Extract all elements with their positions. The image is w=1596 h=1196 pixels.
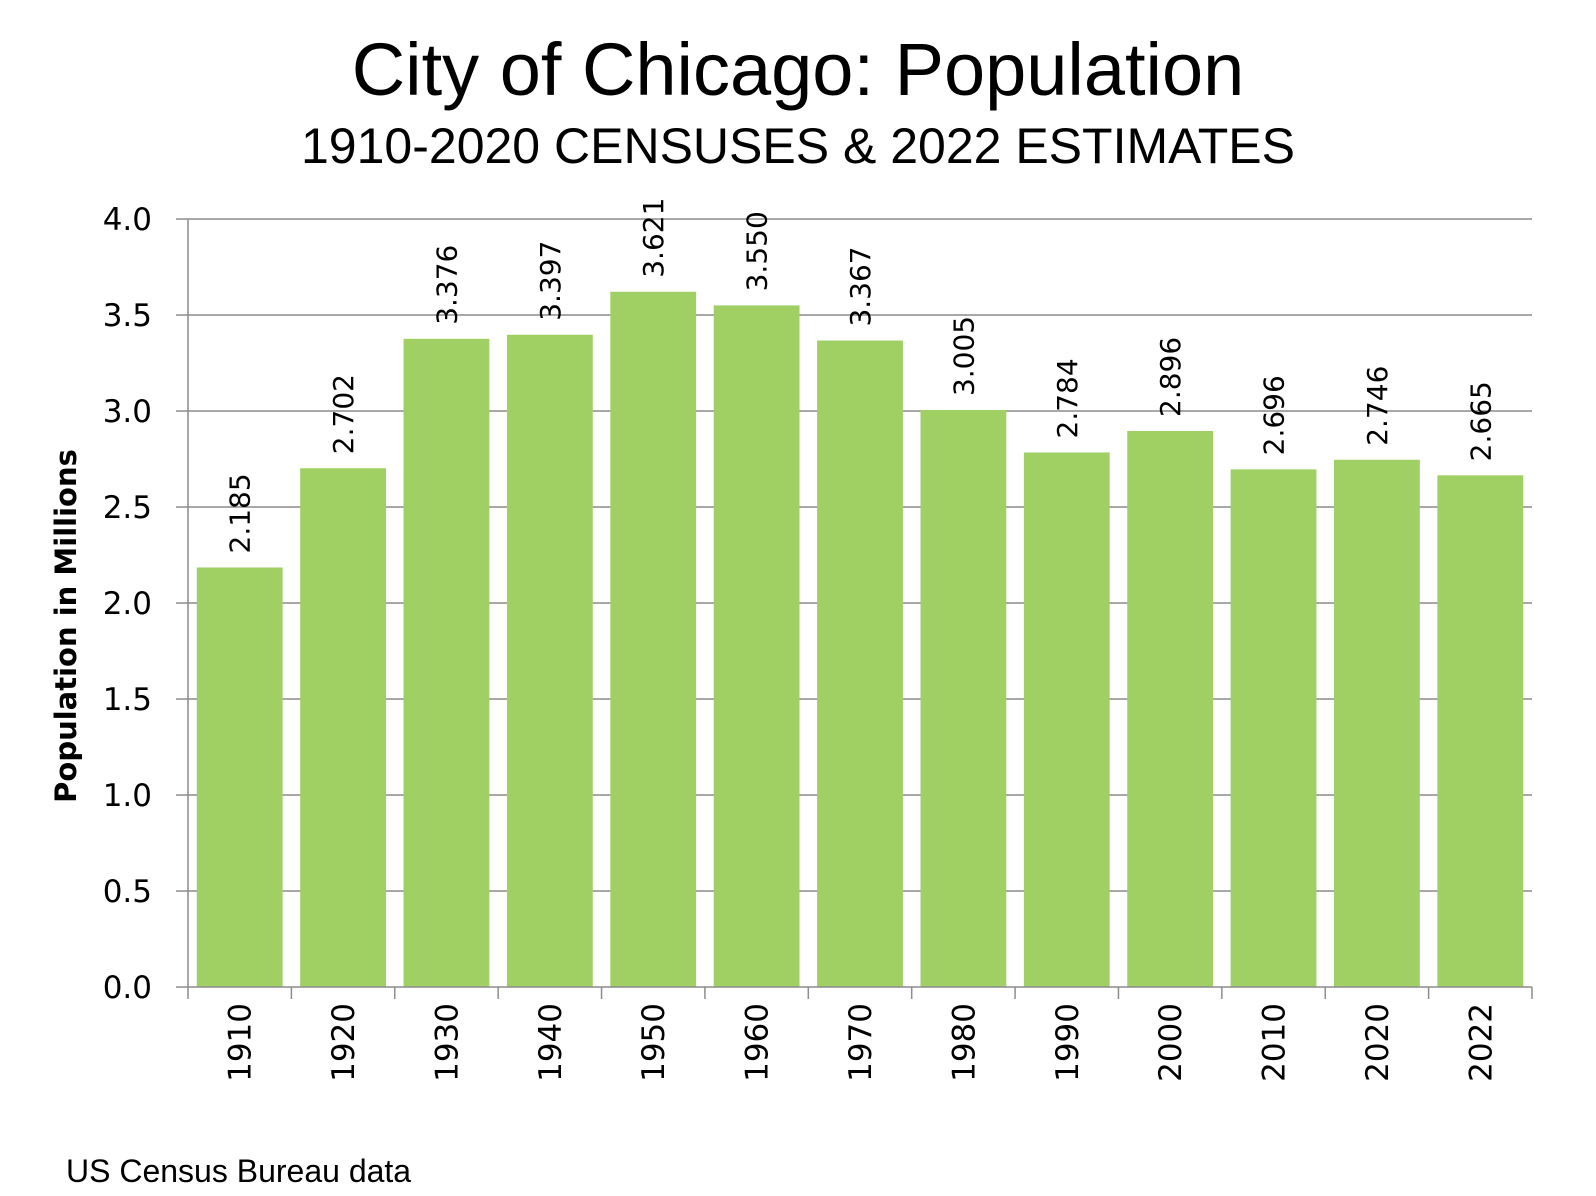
bar-2022 [1437, 475, 1524, 987]
data-label: 2.746 [1361, 366, 1394, 446]
bar-2000 [1127, 430, 1214, 987]
x-tick-label: 1980 [946, 1003, 982, 1082]
data-label: 3.005 [947, 316, 980, 396]
data-label: 2.784 [1051, 358, 1084, 438]
x-tick-label: 1910 [223, 1003, 259, 1082]
x-tick-label: 1940 [533, 1003, 569, 1082]
x-tick-label: 1960 [740, 1003, 776, 1082]
bar-1980 [920, 410, 1007, 987]
data-label: 2.702 [327, 374, 360, 454]
bar-1920 [300, 468, 386, 987]
bars [196, 291, 1524, 988]
data-label: 2.896 [1154, 337, 1187, 417]
bar-1930 [403, 338, 490, 988]
chart-title: City of Chicago: Population [351, 28, 1245, 111]
x-tick-label: 1970 [843, 1003, 879, 1082]
y-axis-title: Population in Millions [49, 449, 83, 803]
data-label: 2.185 [224, 473, 257, 553]
bar-chart: 0.0 0.5 1.0 1.5 2.0 2.5 3.0 3.5 4.0 1910 1920 1930 1… [49, 198, 1533, 1082]
y-tick-label: 2.5 [103, 490, 152, 526]
y-tick-label: 1.0 [103, 778, 152, 814]
data-label: 2.696 [1258, 375, 1291, 455]
x-tick-label: 2010 [1257, 1003, 1293, 1082]
x-tick-label: 2000 [1153, 1003, 1189, 1082]
y-tick-label: 0.0 [103, 970, 152, 1006]
data-label: 3.621 [637, 198, 670, 278]
data-label: 2.665 [1464, 381, 1497, 461]
axes: 0.0 0.5 1.0 1.5 2.0 2.5 3.0 3.5 4.0 1910 1920 1930 1… [103, 202, 1533, 1082]
y-tick-label: 4.0 [103, 202, 152, 238]
y-tick-label: 0.5 [103, 874, 152, 910]
bar-1970 [817, 340, 903, 987]
bar-1910 [196, 567, 283, 987]
y-tick-label: 3.5 [103, 298, 152, 334]
bar-1990 [1023, 452, 1110, 987]
x-tick-label: 2020 [1360, 1003, 1396, 1082]
bar-1950 [610, 291, 697, 987]
data-label: 3.397 [534, 241, 567, 321]
x-tick-label: 1930 [429, 1003, 465, 1082]
x-tick-label: 2022 [1463, 1003, 1499, 1082]
x-tick-label: 1920 [326, 1003, 362, 1082]
data-label: 3.550 [741, 211, 774, 291]
data-label: 3.376 [430, 245, 463, 325]
data-labels: 2.185 2.702 3.376 3.397 3.621 3.550 3.367 3.005… [224, 198, 1498, 554]
bar-1940 [506, 334, 593, 987]
y-tick-label: 3.0 [103, 394, 152, 430]
bar-2010 [1230, 469, 1317, 987]
y-tick-label: 1.5 [103, 682, 152, 718]
source-note: US Census Bureau data [66, 1153, 412, 1189]
chart-subtitle: 1910-2020 CENSUSES & 2022 ESTIMATES [301, 118, 1295, 174]
x-tick-label: 1950 [636, 1003, 672, 1082]
bar-1960 [713, 305, 800, 987]
x-tick-label: 1990 [1050, 1003, 1086, 1082]
data-label: 3.367 [844, 246, 877, 326]
bar-2020 [1334, 459, 1420, 987]
y-tick-label: 2.0 [103, 586, 152, 622]
